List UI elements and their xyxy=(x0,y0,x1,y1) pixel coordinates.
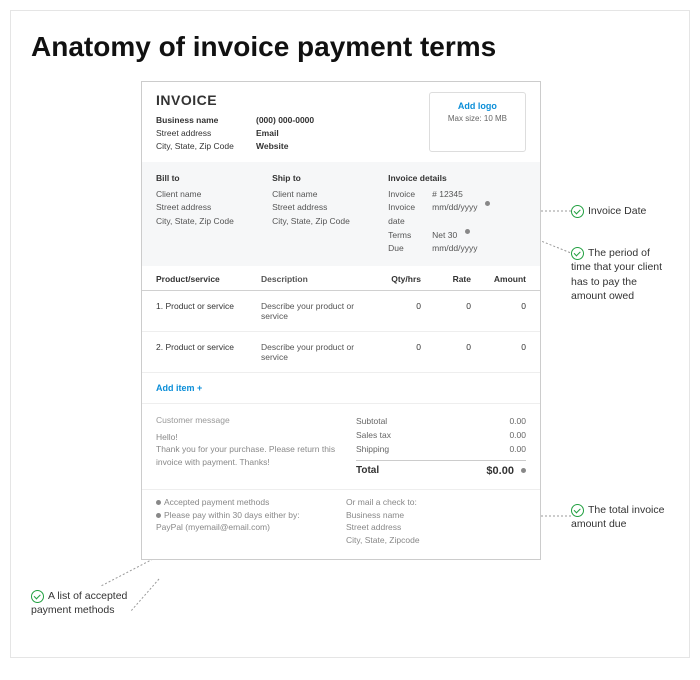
row-idx: 2. xyxy=(156,342,163,352)
invoice-num-label: Invoice xyxy=(388,188,428,202)
check-icon xyxy=(571,247,584,260)
row-rate: 0 xyxy=(421,342,471,352)
annotation-payment-methods: A list of accepted payment methods xyxy=(31,589,151,618)
row-name: Product or service xyxy=(165,301,234,311)
website-label: Website xyxy=(256,140,336,153)
add-item-link[interactable]: Add item + xyxy=(142,373,540,404)
check-icon xyxy=(571,205,584,218)
shipto-line: Client name xyxy=(272,188,378,202)
row-desc: Describe your product or service xyxy=(261,301,371,321)
col-amount: Amount xyxy=(471,274,526,284)
check-icon xyxy=(31,590,44,603)
callout-dot xyxy=(521,468,526,473)
payment-methods-heading: Accepted payment methods xyxy=(164,497,269,507)
billto-line: Client name xyxy=(156,188,262,202)
tax-label: Sales tax xyxy=(356,430,391,440)
message-line: Thank you for your purchase. Please retu… xyxy=(156,443,346,469)
invoice-num: # 12345 xyxy=(432,188,463,202)
row-desc: Describe your product or service xyxy=(261,342,371,362)
mail-line: Business name xyxy=(346,510,404,520)
billto-line: City, State, Zip Code xyxy=(156,215,262,229)
row-idx: 1. xyxy=(156,301,163,311)
tax-value: 0.00 xyxy=(509,430,526,440)
row-qty: 0 xyxy=(371,342,421,352)
mail-heading: Or mail a check to: xyxy=(346,497,417,507)
invoice-date-label: Invoice date xyxy=(388,201,428,228)
invoice-card: INVOICE Business name(000) 000-0000 Stre… xyxy=(141,81,541,560)
row-amt: 0 xyxy=(471,342,526,352)
terms-label: Terms xyxy=(388,229,428,243)
table-row: 2. Product or service Describe your prod… xyxy=(142,332,540,373)
shipping-label: Shipping xyxy=(356,444,389,454)
business-name-label: Business name xyxy=(156,114,256,127)
csz-label: City, State, Zip Code xyxy=(156,140,256,153)
message-line: Hello! xyxy=(156,431,346,444)
invoice-heading: INVOICE xyxy=(156,92,336,108)
check-icon xyxy=(571,504,584,517)
table-row: 1. Product or service Describe your prod… xyxy=(142,291,540,332)
annotation-total: The total invoice amount due xyxy=(571,503,669,532)
payment-methods-line: PayPal (myemail@email.com) xyxy=(156,522,270,532)
total-value: $0.00 xyxy=(486,465,514,477)
annotation-invoice-date: Invoice Date xyxy=(571,204,646,218)
subtotal-value: 0.00 xyxy=(509,416,526,426)
col-desc: Description xyxy=(261,274,371,284)
shipto-line: City, State, Zip Code xyxy=(272,215,378,229)
street-label: Street address xyxy=(156,127,256,140)
logo-uploader[interactable]: Add logo Max size: 10 MB xyxy=(429,92,526,152)
due-label: Due xyxy=(388,242,428,256)
logo-size-hint: Max size: 10 MB xyxy=(448,114,507,123)
payment-methods-line: Please pay within 30 days either by: xyxy=(164,510,300,520)
terms-value: Net 30 xyxy=(432,229,457,243)
due-value: mm/dd/yyyy xyxy=(432,242,477,256)
callout-dot xyxy=(156,500,161,505)
invoice-date: mm/dd/yyyy xyxy=(432,201,477,228)
subtotal-label: Subtotal xyxy=(356,416,387,426)
row-amt: 0 xyxy=(471,301,526,311)
row-name: Product or service xyxy=(165,342,234,352)
row-qty: 0 xyxy=(371,301,421,311)
shipto-line: Street address xyxy=(272,201,378,215)
col-qty: Qty/hrs xyxy=(371,274,421,284)
shipto-heading: Ship to xyxy=(272,172,378,186)
callout-dot xyxy=(465,229,470,234)
mail-line: City, State, Zipcode xyxy=(346,535,420,545)
col-product: Product/service xyxy=(156,274,261,284)
total-label: Total xyxy=(356,465,379,477)
annotation-terms: The period of time that your client has … xyxy=(571,246,669,303)
business-phone: (000) 000-0000 xyxy=(256,114,336,127)
callout-dot xyxy=(485,201,490,206)
add-logo-link[interactable]: Add logo xyxy=(448,101,507,111)
col-rate: Rate xyxy=(421,274,471,284)
billto-heading: Bill to xyxy=(156,172,262,186)
email-label: Email xyxy=(256,127,336,140)
page-title: Anatomy of invoice payment terms xyxy=(31,31,669,63)
row-rate: 0 xyxy=(421,301,471,311)
shipping-value: 0.00 xyxy=(509,444,526,454)
message-heading: Customer message xyxy=(156,414,346,427)
billto-line: Street address xyxy=(156,201,262,215)
mail-line: Street address xyxy=(346,522,401,532)
details-heading: Invoice details xyxy=(388,172,526,186)
callout-dot xyxy=(156,513,161,518)
